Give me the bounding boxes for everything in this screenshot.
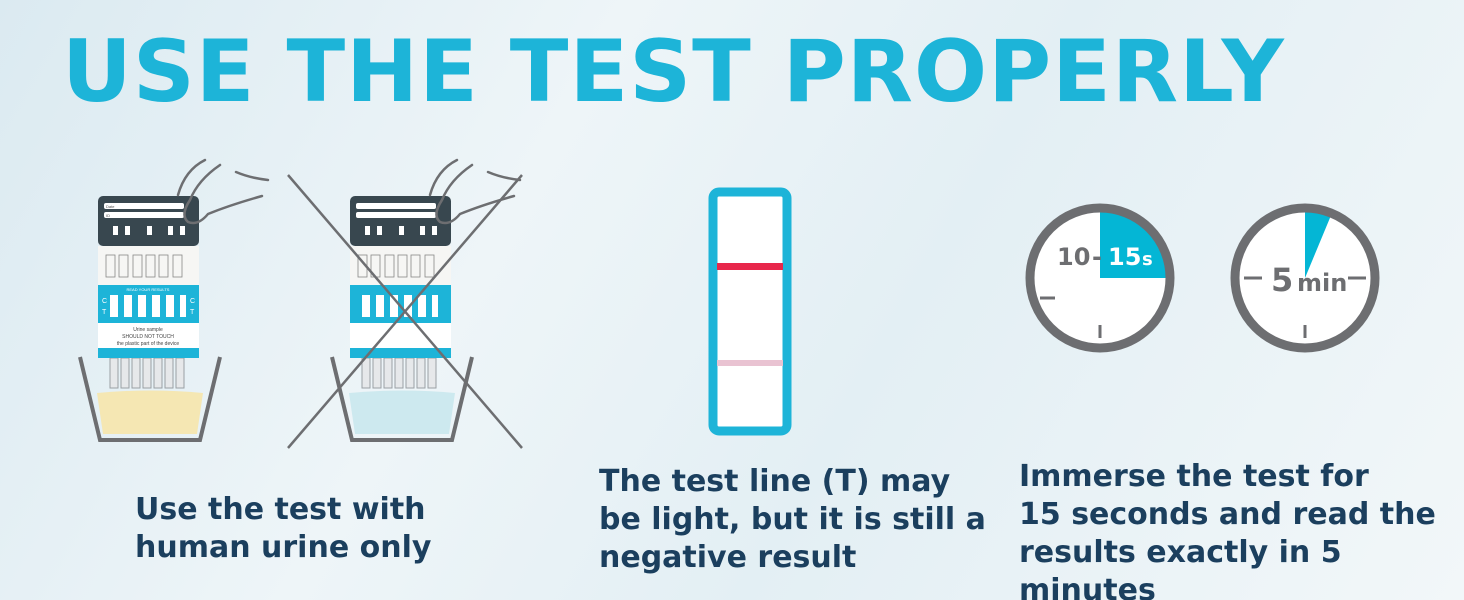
urine-liquid [97,390,203,434]
warning-line-1: Urine sample [133,327,163,333]
test-line-faint [717,360,783,366]
caption-line: Immerse the test for [1019,459,1369,494]
page-title: USE THE TEST PROPERLY [62,22,1285,122]
read-results-label: READ YOUR RESULTS [127,287,170,292]
immerse-unit: s [1142,249,1153,270]
result-window [708,187,792,436]
water-liquid [349,390,455,434]
read-value: 5 [1271,261,1293,299]
elapsed-sector [1305,207,1332,278]
control-line [717,263,783,270]
t-label: T [102,309,107,316]
immerse-from: 10 [1057,243,1090,271]
warning-line-2: SHOULD NOT TOUCH [122,334,174,340]
warning-line-3: the plastic part of the device [117,341,179,347]
test-device-incorrect [330,158,522,442]
caption-line: human urine only [135,530,432,565]
read-unit: min [1297,269,1347,297]
caption-line: negative result [599,540,857,575]
c-label: C [102,298,107,305]
strip-tips [109,357,185,389]
immerse-to: 15 [1108,243,1141,271]
cross-out-icon [287,174,523,449]
immerse-sep: - [1092,243,1102,271]
date-label: Date [106,204,115,209]
hand-icon [176,158,270,225]
caption-urine-only: Use the test with human urine only [135,491,431,567]
caption-line: results exactly in 5 minutes [1019,535,1342,600]
id-label: ID [106,213,110,218]
timer-read: 5 min [1230,203,1380,353]
caption-line: Use the test with [135,492,426,527]
test-device-correct: Date ID READ YOUR RESULTS C T C T Urine … [78,158,270,442]
elapsed-sector [1100,208,1170,278]
caption-line: 15 seconds and read the [1019,497,1436,532]
cup-icon [330,356,474,442]
t-label: T [190,309,195,316]
caption-line: The test line (T) may [599,464,951,499]
caption-line: be light, but it is still a [599,502,986,537]
c-label: C [190,298,195,305]
timer-immerse: 10 - 15 s [1025,203,1175,353]
caption-timing: Immerse the test for 15 seconds and read… [1019,458,1464,600]
cup-icon [78,356,222,442]
caption-test-line: The test line (T) may be light, but it i… [599,463,986,577]
